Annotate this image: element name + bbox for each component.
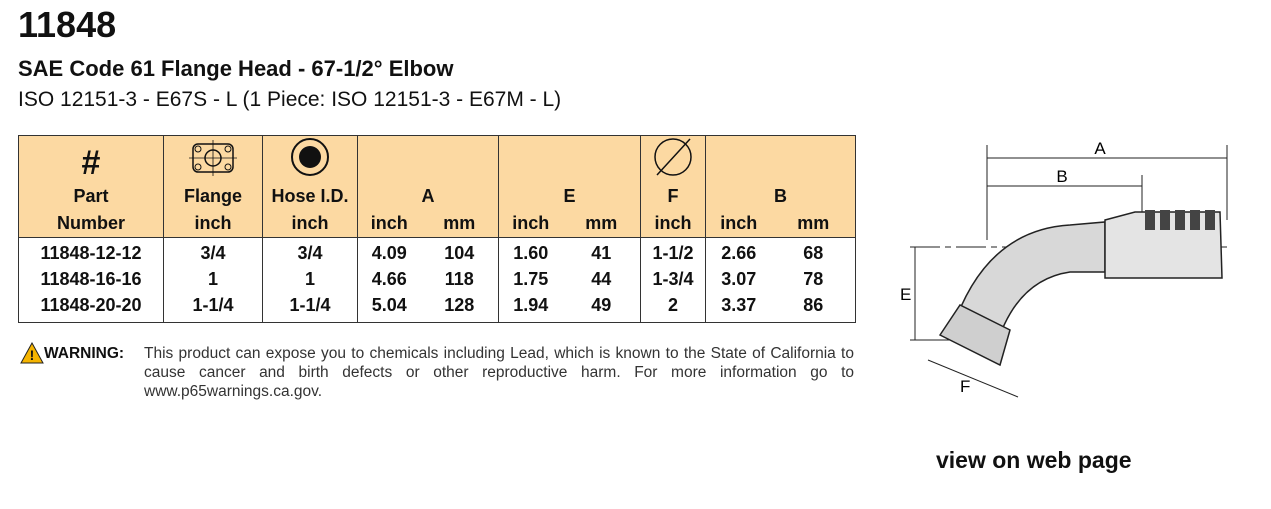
table-cell: 68 [771,237,856,266]
icon-cell [640,135,706,183]
flange-icon [189,140,237,176]
table-cell: 11848-20-20 [18,292,164,323]
header-label: B [705,183,856,209]
dimension-label: B [1056,167,1067,186]
header-unit: mm [562,209,641,238]
table-cell: 1-1/2 [640,237,706,266]
table-cell: 1.75 [498,266,563,292]
table-cell: 2 [640,292,706,323]
table-cell: 78 [771,266,856,292]
table-cell: 1 [262,266,358,292]
warning-label: WARNING: [44,345,125,362]
table-cell: 1-1/4 [163,292,263,323]
table-cell: 86 [771,292,856,323]
table-row: 11848-12-12 3/4 3/4 4.09 104 1.60 41 1-1/2 2.66 6… [18,237,856,266]
header-label: E [498,183,641,209]
warning-icon: ! [20,342,44,364]
header-label: Flange [163,183,263,209]
title: 11848 [18,4,117,45]
icon-cell [705,135,856,183]
table-cell: 4.09 [357,237,421,266]
fitting-diagram: A B E F [900,139,1230,398]
header-label: A [357,183,499,209]
dimension-label: F [960,377,970,396]
table-cell: 11848-16-16 [18,266,164,292]
table-cell: 3/4 [163,237,263,266]
table-body: 11848-12-12 3/4 3/4 4.09 104 1.60 41 1-1/2 2.66 6… [18,237,856,323]
table-cell: 118 [420,266,499,292]
header-unit: inch [262,209,358,238]
table-cell: 49 [562,292,641,323]
diameter-icon [654,138,692,176]
header-unit: inch [357,209,421,238]
header-unit: inch [163,209,263,238]
table-cell: 41 [562,237,641,266]
table-cell: 1.94 [498,292,563,323]
subtitle: SAE Code 61 Flange Head - 67-1/2° Elbow [18,56,454,81]
spec-table: # Part Flange Hose I.D. A E F B Number i… [18,135,856,323]
table-cell: 1 [163,266,263,292]
header-label: F [640,183,706,209]
hash-symbol: # [81,144,101,182]
table-cell: 3.37 [705,292,772,323]
table-cell: 128 [420,292,499,323]
table-cell: 44 [562,266,641,292]
table-cell: 1-1/4 [262,292,358,323]
header-unit: Number [18,209,164,238]
table-row: 11848-16-16 1 1 4.66 118 1.75 44 1-3/4 3.07 78 [18,266,856,292]
table-cell: 11848-12-12 [18,237,164,266]
header-label: Part [18,183,164,209]
web-page-link[interactable]: view on web page [936,447,1132,473]
icon-cell [498,135,641,183]
header-unit: mm [420,209,499,238]
table-cell: 5.04 [357,292,421,323]
table-cell: 2.66 [705,237,772,266]
header-unit: inch [498,209,563,238]
header-unit: inch [705,209,772,238]
table-cell: 104 [420,237,499,266]
table-cell: 4.66 [357,266,421,292]
table-cell: 1.60 [498,237,563,266]
symbol-cell: # [18,135,164,183]
table-cell: 1-3/4 [640,266,706,292]
dimension-label: A [1094,139,1106,158]
header-label: Hose I.D. [262,183,358,209]
svg-text:!: ! [30,347,35,363]
header-unit: mm [771,209,856,238]
table-cell: 3/4 [262,237,358,266]
table-row: 11848-20-20 1-1/4 1-1/4 5.04 128 1.94 49 2 3.37 8… [18,292,856,323]
standard: ISO 12151-3 - E67S - L (1 Piece: ISO 121… [18,88,562,111]
header-unit: inch [640,209,706,238]
hose-icon [291,138,329,176]
table-cell: 3.07 [705,266,772,292]
icon-cell [262,135,358,183]
icon-cell [357,135,499,183]
icon-cell [163,135,263,183]
dimension-label: E [900,285,911,304]
warning-text: This product can expose you to chemicals… [144,345,854,400]
